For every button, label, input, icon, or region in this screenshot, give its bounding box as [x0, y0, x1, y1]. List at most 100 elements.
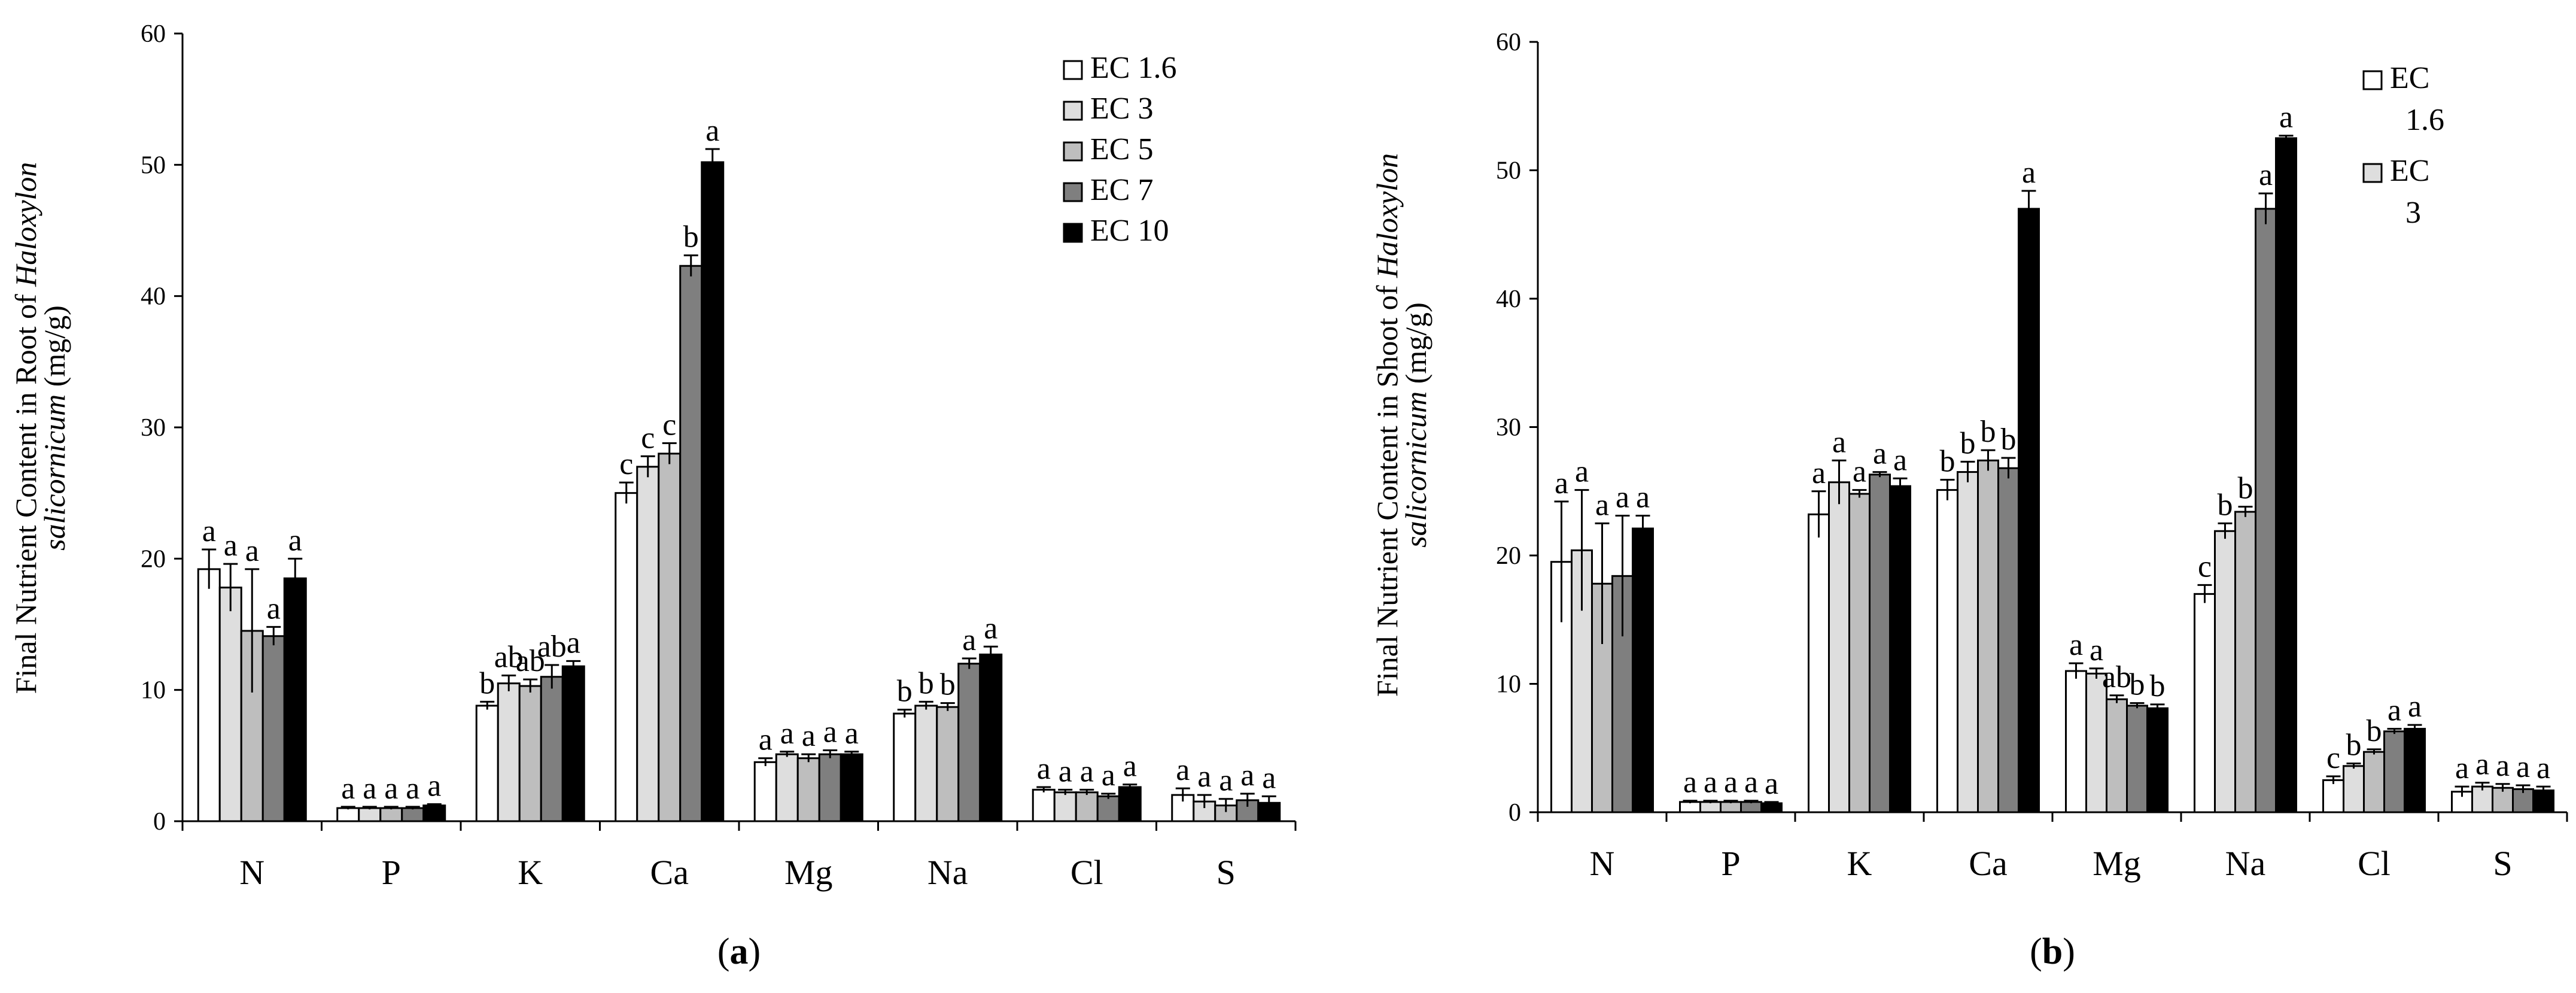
- bar: [753, 761, 777, 822]
- y-tick-label: 40: [1496, 286, 1521, 313]
- significance-letter: a: [1080, 754, 1094, 788]
- bar: [1828, 481, 1850, 813]
- legend-swatch: [2362, 70, 2383, 90]
- bar: [957, 663, 981, 822]
- bar: [218, 587, 242, 822]
- significance-letter: b: [2130, 668, 2145, 702]
- y-tick-label: 60: [1496, 29, 1521, 56]
- significance-letter: a: [1102, 758, 1115, 792]
- legend-label: EC 3: [1090, 92, 1153, 126]
- legend-label: EC 10: [1090, 214, 1169, 248]
- significance-letter: a: [1853, 455, 1866, 489]
- bar: [518, 685, 542, 822]
- bar: [2146, 707, 2169, 813]
- bar: [2275, 137, 2297, 813]
- significance-letter: a: [341, 772, 355, 806]
- significance-letter: b: [1940, 444, 1955, 478]
- significance-letter: a: [1893, 443, 1907, 477]
- significance-letter: a: [2537, 751, 2550, 785]
- y-tick-label: 10: [141, 677, 166, 704]
- bar: [1760, 802, 1783, 813]
- significance-letter: a: [1704, 766, 1717, 800]
- bar: [2383, 730, 2405, 813]
- legend-label: EC 1.6: [1090, 51, 1176, 85]
- significance-letter: a: [2516, 750, 2530, 784]
- significance-letter: b: [479, 666, 495, 700]
- significance-letter: c: [641, 421, 655, 455]
- bar: [401, 807, 425, 822]
- significance-letter: ab: [537, 630, 567, 664]
- significance-letter: a: [1262, 761, 1276, 795]
- significance-letter: a: [2069, 628, 2083, 662]
- y-tick-label: 30: [141, 414, 166, 442]
- significance-letter: a: [962, 623, 976, 657]
- significance-letter: a: [1683, 766, 1697, 800]
- significance-letter: a: [2475, 748, 2489, 782]
- significance-letter: a: [780, 716, 794, 751]
- significance-letter: b: [2218, 488, 2233, 522]
- bar: [1957, 471, 1979, 813]
- significance-letter: a: [1724, 766, 1738, 800]
- significance-letter: b: [897, 675, 913, 709]
- bar: [2492, 786, 2514, 813]
- bar: [2404, 728, 2426, 813]
- bar: [2065, 670, 2087, 813]
- significance-letter: a: [1636, 481, 1650, 515]
- x-tick-label: S: [2493, 844, 2512, 883]
- significance-letter: a: [288, 523, 302, 557]
- significance-letter: b: [1960, 426, 1976, 460]
- significance-letter: a: [384, 772, 398, 806]
- significance-letter: a: [224, 529, 238, 563]
- significance-letter: a: [1575, 455, 1589, 489]
- bar: [1075, 791, 1099, 822]
- significance-letter: a: [1197, 760, 1211, 794]
- bar: [358, 807, 382, 822]
- significance-letter: a: [845, 716, 859, 751]
- bar: [979, 653, 1003, 822]
- significance-letter: a: [1765, 767, 1778, 801]
- bar: [679, 265, 703, 822]
- bar: [893, 712, 917, 822]
- bar: [283, 577, 307, 822]
- significance-letter: c: [619, 447, 633, 481]
- x-tick-label: P: [382, 853, 401, 892]
- significance-letter: a: [267, 591, 281, 625]
- bar: [1118, 786, 1142, 822]
- significance-letter: a: [2496, 749, 2510, 783]
- significance-letter: b: [940, 668, 956, 702]
- bar: [1699, 801, 1722, 813]
- bar: [561, 665, 585, 822]
- significance-letter: a: [2388, 694, 2401, 728]
- y-axis-title-line2: salicornicum (mg/g): [1399, 302, 1433, 548]
- significance-letter: a: [802, 719, 816, 753]
- significance-letter: a: [1595, 488, 1609, 522]
- x-tick-label: Na: [927, 853, 968, 892]
- x-tick-label: Cl: [1070, 853, 1103, 892]
- bar: [2343, 765, 2365, 813]
- y-tick-label: 40: [141, 283, 166, 311]
- bar: [497, 682, 521, 822]
- legend-swatch: [1063, 223, 1083, 243]
- bar: [197, 568, 221, 822]
- significance-letter: b: [2346, 728, 2362, 762]
- bar: [2322, 779, 2344, 813]
- significance-letter: a: [1059, 754, 1072, 788]
- bar: [1032, 788, 1056, 822]
- x-tick-label: Mg: [784, 853, 833, 892]
- significance-letter: b: [2001, 423, 2017, 457]
- bar: [2085, 672, 2107, 813]
- significance-letter: b: [683, 220, 699, 254]
- significance-letter: a: [2455, 751, 2469, 785]
- bar: [1096, 795, 1120, 822]
- bar: [1053, 791, 1077, 822]
- y-tick-label: 50: [1496, 157, 1521, 185]
- panel-label: (b): [2030, 931, 2075, 972]
- significance-letter: a: [1219, 764, 1233, 798]
- bar: [1848, 493, 1871, 813]
- bar: [701, 161, 725, 822]
- significance-letter: a: [2279, 101, 2293, 135]
- bar: [336, 807, 360, 822]
- bar: [840, 753, 863, 822]
- significance-letter: a: [567, 625, 580, 660]
